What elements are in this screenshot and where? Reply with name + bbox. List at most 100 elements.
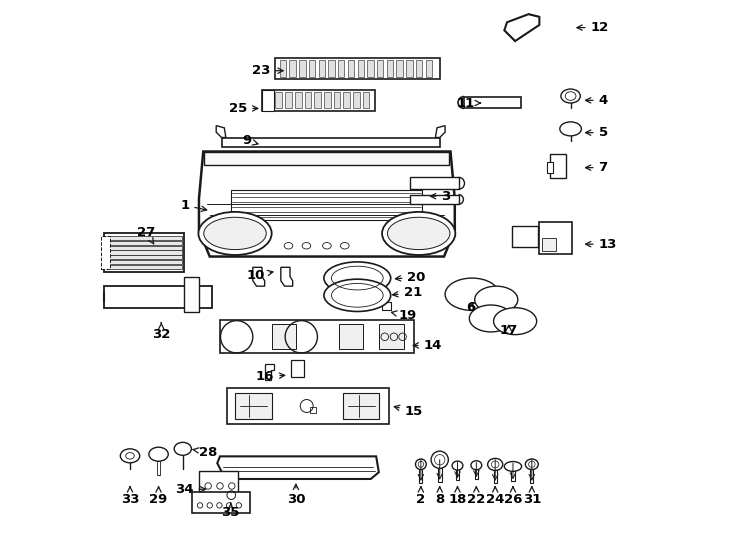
- Bar: [310, 407, 316, 413]
- Text: 21: 21: [393, 286, 422, 299]
- Ellipse shape: [415, 459, 426, 470]
- Text: 1: 1: [180, 199, 207, 212]
- Text: 23: 23: [252, 64, 283, 77]
- Bar: [272, 325, 296, 349]
- Text: 6: 6: [466, 301, 476, 314]
- Ellipse shape: [382, 212, 455, 255]
- Bar: [220, 320, 415, 354]
- Bar: [222, 138, 440, 147]
- Text: 34: 34: [175, 483, 206, 496]
- Bar: [353, 92, 360, 109]
- Ellipse shape: [504, 462, 522, 471]
- Polygon shape: [265, 364, 275, 380]
- Bar: [343, 393, 379, 419]
- Ellipse shape: [445, 278, 499, 310]
- Bar: [106, 251, 182, 255]
- Ellipse shape: [174, 442, 192, 455]
- Bar: [357, 60, 364, 77]
- Text: 10: 10: [247, 269, 273, 282]
- Text: 17: 17: [500, 324, 517, 337]
- Text: 8: 8: [435, 487, 444, 507]
- Bar: [416, 60, 422, 77]
- Bar: [382, 302, 391, 310]
- Text: 32: 32: [152, 322, 170, 341]
- Bar: [456, 469, 459, 480]
- Ellipse shape: [324, 279, 390, 312]
- Bar: [192, 492, 250, 514]
- Bar: [309, 60, 316, 77]
- Polygon shape: [199, 152, 455, 256]
- Text: 26: 26: [504, 487, 522, 507]
- Ellipse shape: [493, 308, 537, 335]
- Bar: [324, 92, 331, 109]
- Ellipse shape: [471, 461, 482, 470]
- Bar: [511, 470, 515, 481]
- Bar: [344, 92, 350, 109]
- Bar: [305, 92, 311, 109]
- Text: 31: 31: [523, 487, 541, 507]
- Bar: [419, 468, 423, 483]
- Bar: [339, 325, 363, 349]
- Ellipse shape: [469, 305, 512, 332]
- Bar: [106, 260, 182, 264]
- Text: 16: 16: [256, 370, 285, 383]
- Bar: [262, 90, 274, 111]
- Bar: [377, 60, 383, 77]
- Bar: [319, 60, 325, 77]
- Bar: [285, 92, 292, 109]
- Text: 25: 25: [229, 102, 258, 115]
- Bar: [184, 277, 199, 312]
- Ellipse shape: [324, 262, 390, 294]
- Bar: [106, 236, 182, 240]
- Ellipse shape: [149, 447, 168, 461]
- Ellipse shape: [452, 461, 463, 470]
- Text: 5: 5: [586, 126, 608, 139]
- Bar: [530, 468, 534, 483]
- Ellipse shape: [560, 122, 581, 136]
- Text: 2: 2: [416, 487, 426, 507]
- Polygon shape: [281, 267, 293, 286]
- Bar: [106, 246, 182, 250]
- Text: 22: 22: [468, 487, 485, 507]
- Text: 19: 19: [391, 309, 416, 322]
- Bar: [291, 361, 304, 376]
- Ellipse shape: [487, 458, 503, 470]
- Bar: [299, 60, 305, 77]
- Bar: [275, 92, 282, 109]
- Bar: [426, 60, 432, 77]
- Bar: [280, 60, 286, 77]
- Text: 13: 13: [586, 238, 617, 251]
- Text: 28: 28: [193, 446, 217, 458]
- Text: 20: 20: [396, 271, 426, 284]
- Text: 30: 30: [287, 484, 305, 507]
- Bar: [227, 388, 388, 423]
- Ellipse shape: [526, 459, 538, 470]
- Text: 9: 9: [242, 134, 258, 147]
- Bar: [104, 233, 184, 272]
- Bar: [406, 60, 413, 77]
- Text: 29: 29: [150, 487, 167, 507]
- Bar: [493, 469, 497, 483]
- Bar: [512, 226, 538, 247]
- Ellipse shape: [204, 217, 266, 249]
- Bar: [106, 241, 182, 245]
- Ellipse shape: [388, 217, 450, 249]
- Text: 3: 3: [430, 190, 451, 202]
- Bar: [396, 60, 403, 77]
- Ellipse shape: [475, 286, 517, 313]
- Bar: [106, 255, 182, 259]
- Bar: [338, 60, 344, 77]
- Bar: [235, 393, 272, 419]
- Bar: [295, 92, 302, 109]
- Ellipse shape: [431, 451, 448, 468]
- Text: 12: 12: [577, 21, 608, 34]
- Bar: [379, 325, 404, 349]
- Ellipse shape: [561, 89, 581, 103]
- Text: 33: 33: [121, 487, 139, 507]
- Bar: [204, 152, 449, 165]
- Bar: [348, 60, 355, 77]
- Bar: [101, 235, 109, 269]
- Bar: [387, 60, 393, 77]
- Bar: [289, 60, 296, 77]
- Text: 27: 27: [137, 226, 156, 244]
